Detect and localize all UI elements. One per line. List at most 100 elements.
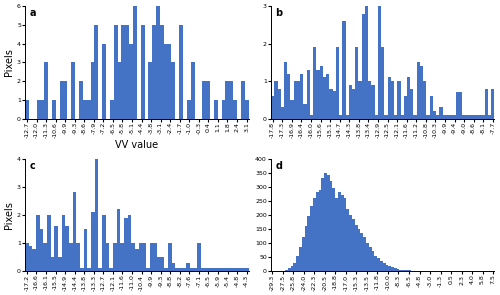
- Bar: [132, 243, 135, 271]
- Bar: [110, 268, 113, 271]
- Bar: [278, 89, 280, 119]
- Bar: [60, 81, 64, 119]
- Bar: [150, 243, 154, 271]
- Bar: [129, 44, 133, 119]
- Bar: [330, 181, 332, 271]
- Bar: [234, 268, 237, 271]
- Bar: [322, 178, 324, 271]
- Bar: [172, 263, 175, 271]
- Bar: [44, 63, 48, 119]
- Bar: [72, 192, 76, 271]
- Bar: [341, 195, 344, 271]
- Bar: [339, 115, 342, 119]
- Bar: [452, 115, 456, 119]
- Bar: [407, 77, 410, 119]
- Bar: [338, 192, 341, 271]
- Bar: [416, 63, 420, 119]
- Bar: [102, 44, 106, 119]
- Bar: [91, 212, 94, 271]
- Bar: [182, 268, 186, 271]
- Bar: [133, 6, 137, 119]
- Bar: [172, 63, 175, 119]
- Bar: [398, 81, 400, 119]
- Bar: [430, 96, 433, 119]
- Bar: [32, 249, 36, 271]
- Bar: [366, 243, 369, 271]
- Bar: [369, 247, 372, 271]
- Bar: [290, 266, 294, 271]
- Bar: [459, 92, 462, 119]
- Bar: [355, 47, 358, 119]
- Bar: [58, 257, 61, 271]
- Bar: [110, 100, 114, 119]
- Y-axis label: Pixels: Pixels: [4, 48, 14, 76]
- Bar: [194, 268, 197, 271]
- Bar: [160, 25, 164, 119]
- Bar: [116, 209, 120, 271]
- Bar: [135, 249, 138, 271]
- Bar: [472, 115, 475, 119]
- Bar: [327, 176, 330, 271]
- Bar: [245, 268, 248, 271]
- Bar: [306, 70, 310, 119]
- Text: a: a: [30, 9, 36, 18]
- Y-axis label: Pixels: Pixels: [4, 201, 14, 229]
- Bar: [226, 81, 230, 119]
- Bar: [94, 25, 98, 119]
- Bar: [216, 268, 219, 271]
- Bar: [414, 115, 416, 119]
- Bar: [219, 268, 223, 271]
- Bar: [288, 268, 290, 271]
- Bar: [372, 85, 374, 119]
- Bar: [214, 100, 218, 119]
- Bar: [294, 263, 296, 271]
- Bar: [190, 268, 194, 271]
- Text: b: b: [276, 9, 282, 18]
- Bar: [358, 229, 360, 271]
- Text: d: d: [276, 161, 282, 171]
- Bar: [72, 63, 75, 119]
- Bar: [128, 215, 132, 271]
- Bar: [326, 74, 330, 119]
- Bar: [274, 81, 278, 119]
- Bar: [80, 268, 84, 271]
- Bar: [126, 25, 129, 119]
- Bar: [285, 270, 288, 271]
- Bar: [400, 270, 402, 271]
- Bar: [300, 74, 304, 119]
- Bar: [176, 268, 179, 271]
- Bar: [336, 198, 338, 271]
- Bar: [142, 243, 146, 271]
- Bar: [352, 89, 355, 119]
- Bar: [368, 81, 372, 119]
- Bar: [420, 66, 423, 119]
- Bar: [120, 243, 124, 271]
- Bar: [330, 89, 332, 119]
- Bar: [186, 263, 190, 271]
- Bar: [230, 268, 234, 271]
- Bar: [197, 243, 201, 271]
- Bar: [190, 63, 194, 119]
- Bar: [299, 247, 302, 271]
- Bar: [86, 100, 90, 119]
- Bar: [466, 115, 468, 119]
- Bar: [212, 268, 216, 271]
- Bar: [238, 268, 241, 271]
- Bar: [386, 265, 388, 271]
- Bar: [426, 115, 430, 119]
- Bar: [380, 261, 382, 271]
- Bar: [377, 258, 380, 271]
- Bar: [241, 81, 244, 119]
- Bar: [187, 100, 190, 119]
- Bar: [47, 215, 50, 271]
- Bar: [360, 233, 363, 271]
- Bar: [94, 159, 98, 271]
- Bar: [90, 63, 94, 119]
- Bar: [400, 115, 404, 119]
- Bar: [372, 251, 374, 271]
- Bar: [320, 66, 323, 119]
- Bar: [152, 25, 156, 119]
- Bar: [138, 243, 142, 271]
- Bar: [222, 100, 226, 119]
- Bar: [102, 215, 106, 271]
